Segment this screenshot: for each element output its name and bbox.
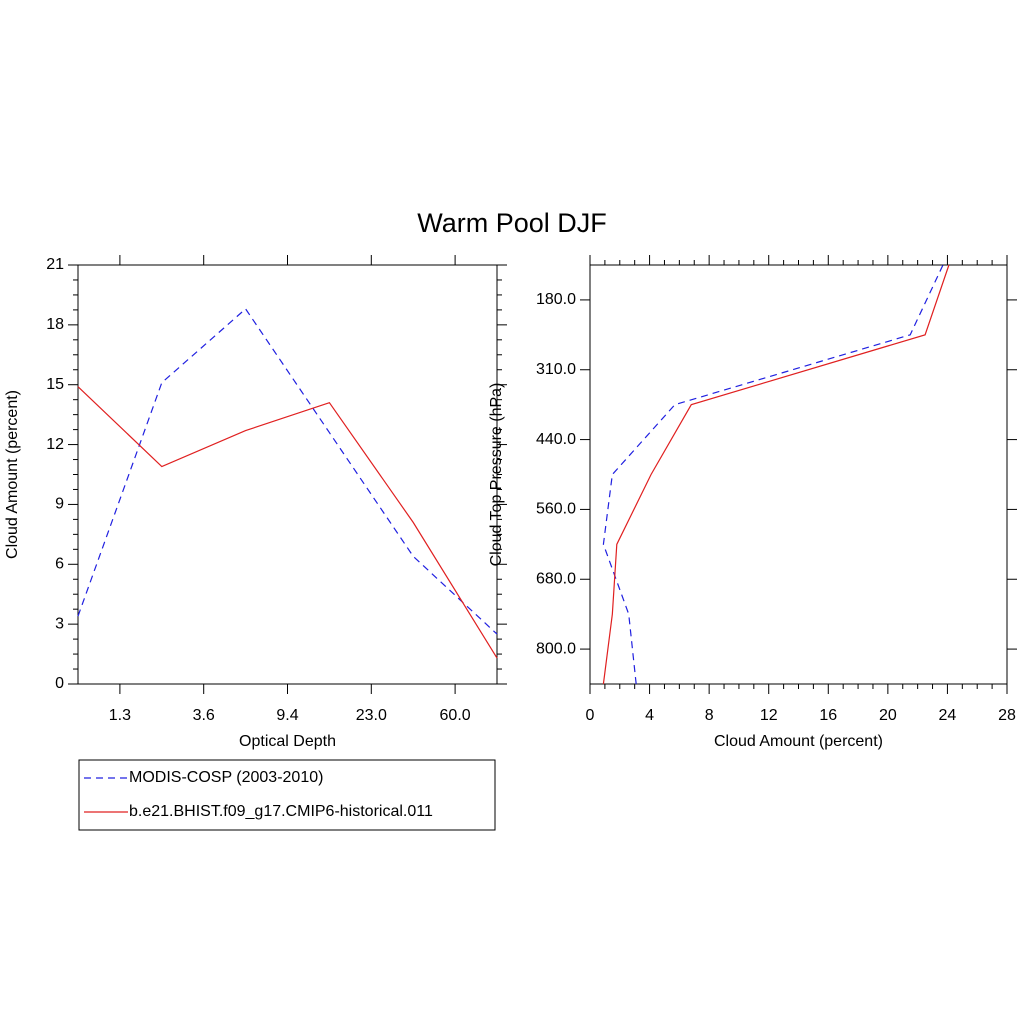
y-tick-label: 180.0 bbox=[536, 291, 576, 308]
x-tick-label: 24 bbox=[939, 707, 957, 724]
y-tick-label: 6 bbox=[55, 556, 64, 573]
series-line bbox=[602, 264, 944, 685]
series-line bbox=[77, 307, 498, 635]
x-tick-label: 28 bbox=[998, 707, 1016, 724]
x-tick-label: 16 bbox=[819, 707, 837, 724]
y-tick-label: 21 bbox=[46, 256, 64, 273]
x-tick-label: 4 bbox=[645, 707, 654, 724]
y-tick-label: 440.0 bbox=[536, 431, 576, 448]
y-tick-label: 0 bbox=[55, 675, 64, 692]
series-line bbox=[77, 386, 498, 659]
figure-title: Warm Pool DJF bbox=[417, 208, 607, 238]
legend-box bbox=[78, 759, 496, 831]
x-tick-label: 3.6 bbox=[193, 707, 215, 724]
x-tick-label: 9.4 bbox=[276, 707, 298, 724]
legend-label: MODIS-COSP (2003-2010) bbox=[129, 769, 323, 786]
x-tick-label: 0 bbox=[586, 707, 595, 724]
y-tick-label: 680.0 bbox=[536, 570, 576, 587]
x-tick-label: 23.0 bbox=[356, 707, 387, 724]
x-tick-label: 20 bbox=[879, 707, 897, 724]
y-axis-label: Cloud Amount (percent) bbox=[4, 390, 21, 559]
y-axis-label: Cloud Top Pressure (hPa) bbox=[488, 383, 505, 567]
y-tick-label: 310.0 bbox=[536, 361, 576, 378]
y-tick-label: 800.0 bbox=[536, 640, 576, 657]
y-tick-label: 15 bbox=[46, 376, 64, 393]
plot-frame bbox=[77, 264, 498, 685]
x-tick-label: 12 bbox=[760, 707, 778, 724]
y-tick-label: 560.0 bbox=[536, 501, 576, 518]
y-tick-label: 9 bbox=[55, 496, 64, 513]
x-tick-label: 8 bbox=[705, 707, 714, 724]
x-tick-label: 60.0 bbox=[440, 707, 471, 724]
y-tick-label: 12 bbox=[46, 436, 64, 453]
legend-label: b.e21.BHIST.f09_g17.CMIP6-historical.011 bbox=[129, 803, 433, 820]
y-tick-label: 3 bbox=[55, 615, 64, 632]
plot-frame bbox=[589, 264, 1008, 685]
series-line bbox=[602, 264, 950, 685]
x-axis-label: Cloud Amount (percent) bbox=[714, 733, 883, 750]
x-axis-label: Optical Depth bbox=[239, 733, 336, 750]
y-tick-label: 18 bbox=[46, 316, 64, 333]
x-tick-label: 1.3 bbox=[109, 707, 131, 724]
